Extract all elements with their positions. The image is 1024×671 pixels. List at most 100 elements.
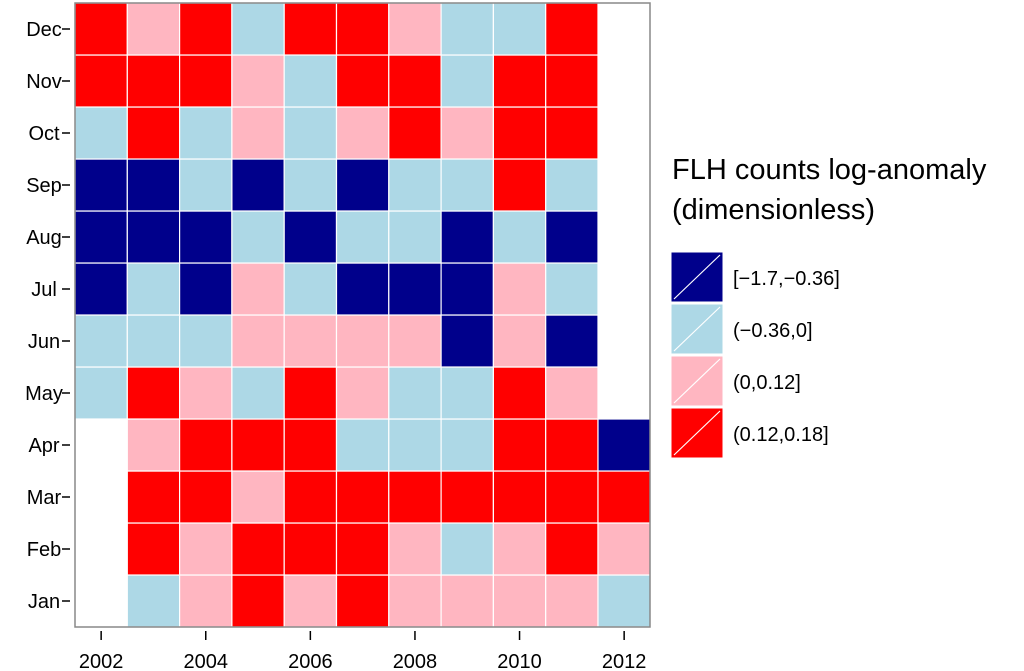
heatmap-cell-apr-2008: [388, 418, 442, 472]
heatmap-cell-apr-2010: [492, 418, 547, 472]
heatmap-cell-aug-2006: [283, 210, 338, 264]
heatmap-cell-apr-2005: [231, 418, 285, 472]
heatmap-cell-may-2009: [440, 366, 495, 420]
heatmap-cell-mar-2008: [388, 470, 442, 524]
heatmap-cell-apr-2007: [335, 418, 390, 472]
heatmap-cell-feb-2009: [440, 522, 495, 576]
x-tick-label-2008: 2008: [393, 651, 438, 671]
heatmap-cell-feb-2008: [388, 522, 442, 576]
heatmap-cell-may-2003: [126, 366, 181, 420]
heatmap-cell-feb-2012: [597, 522, 651, 576]
y-tick-label-dec: Dec: [26, 19, 62, 41]
y-tick-label-jul: Jul: [31, 279, 57, 301]
heatmap-cell-jul-2009: [440, 262, 495, 316]
legend-swatch-slash: [673, 358, 721, 404]
heatmap-cell-jan-2011: [545, 574, 599, 628]
heatmap-cell-jun-2006: [283, 314, 338, 368]
heatmap-cell-feb-2006: [283, 522, 338, 576]
heatmap-cell-jun-2007: [335, 314, 390, 368]
x-tick-label-2010: 2010: [497, 651, 542, 671]
heatmap-cell-sep-2005: [231, 158, 285, 212]
heatmap-cell-jan-2010: [492, 574, 547, 628]
heatmap-cell-apr-2003: [126, 418, 181, 472]
heatmap-cell-apr-2011: [545, 418, 599, 472]
y-tick-label-jun: Jun: [28, 331, 60, 353]
heatmap-cell-nov-2008: [388, 54, 442, 108]
heatmap-cell-jan-2006: [283, 574, 338, 628]
heatmap-cell-dec-2009: [440, 2, 495, 56]
legend-swatch-slash: [673, 410, 721, 456]
heatmap-cell-jan-2012: [597, 574, 651, 628]
heatmap-cell-nov-2011: [545, 54, 599, 108]
heatmap-cell-oct-2007: [335, 106, 390, 160]
heatmap-cell-aug-2008: [388, 210, 442, 264]
heatmap-cell-nov-2007: [335, 54, 390, 108]
heatmap-cell-feb-2004: [179, 522, 233, 576]
x-tick-label-2006: 2006: [288, 651, 333, 671]
heatmap-cell-jun-2002: [74, 314, 128, 368]
heatmap-cell-nov-2010: [492, 54, 547, 108]
heatmap-cell-jun-2005: [231, 314, 285, 368]
heatmap-cell-oct-2006: [283, 106, 338, 160]
legend-label: (0.12,0.18]: [733, 424, 829, 446]
heatmap-cell-may-2006: [283, 366, 338, 420]
heatmap-cell-sep-2007: [335, 158, 390, 212]
heatmap-cell-may-2007: [335, 366, 390, 420]
heatmap-cell-feb-2010: [492, 522, 547, 576]
heatmap-cell-aug-2009: [440, 210, 495, 264]
heatmap-cell-oct-2010: [492, 106, 547, 160]
legend-item-1: (−0.36,0]: [670, 303, 813, 355]
heatmap-cell-jan-2008: [388, 574, 442, 628]
heatmap-cell-may-2002: [74, 366, 128, 420]
heatmap-cell-aug-2003: [126, 210, 181, 264]
heatmap-cell-jan-2007: [335, 574, 390, 628]
heatmap-cell-jun-2004: [179, 314, 233, 368]
y-tick-label-sep: Sep: [26, 175, 62, 197]
heatmap-cell-jun-2010: [492, 314, 547, 368]
y-tick-label-aug: Aug: [26, 227, 62, 249]
legend-title-line-2: (dimensionless): [672, 194, 876, 226]
y-tick-label-may: May: [25, 383, 63, 405]
heatmap-cell-jun-2008: [388, 314, 442, 368]
legend-swatch-slash: [673, 254, 721, 300]
heatmap-cell-mar-2011: [545, 470, 599, 524]
heatmap-cell-jan-2003: [126, 574, 181, 628]
heatmap-cell-jun-2011: [545, 314, 599, 368]
heatmap-cell-aug-2010: [492, 210, 547, 264]
legend-swatch-slash: [673, 306, 721, 352]
heatmap-cell-mar-2012: [597, 470, 651, 524]
heatmap-cell-may-2010: [492, 366, 547, 420]
heatmap-cell-jul-2002: [74, 262, 128, 316]
heatmap-cell-oct-2008: [388, 106, 442, 160]
y-tick-label-mar: Mar: [27, 487, 62, 509]
legend-item-3: (0.12,0.18]: [670, 407, 829, 459]
x-tick-label-2012: 2012: [602, 651, 647, 671]
heatmap-cell-oct-2005: [231, 106, 285, 160]
heatmap-cell-jul-2004: [179, 262, 233, 316]
heatmap-cell-aug-2007: [335, 210, 390, 264]
heatmap-cell-sep-2010: [492, 158, 547, 212]
heatmap-cells: [74, 2, 651, 628]
heatmap-cell-sep-2008: [388, 158, 442, 212]
legend-label: (0,0.12]: [733, 372, 801, 394]
heatmap-cell-mar-2003: [126, 470, 181, 524]
legend-title: FLH counts log-anomaly (dimensionless): [672, 150, 986, 230]
heatmap-cell-dec-2011: [545, 2, 599, 56]
heatmap-cell-aug-2005: [231, 210, 285, 264]
y-tick-label-jan: Jan: [28, 591, 60, 613]
heatmap-cell-nov-2006: [283, 54, 338, 108]
heatmap-cell-mar-2006: [283, 470, 338, 524]
heatmap-cell-jan-2004: [179, 574, 233, 628]
heatmap-cell-apr-2009: [440, 418, 495, 472]
heatmap-cell-jan-2009: [440, 574, 495, 628]
heatmap-cell-jul-2005: [231, 262, 285, 316]
heatmap-cell-dec-2006: [283, 2, 338, 56]
heatmap-cell-mar-2007: [335, 470, 390, 524]
heatmap-cell-may-2011: [545, 366, 599, 420]
heatmap-cell-dec-2005: [231, 2, 285, 56]
heatmap-cell-nov-2005: [231, 54, 285, 108]
heatmap-cell-oct-2009: [440, 106, 495, 160]
heatmap-cell-aug-2002: [74, 210, 128, 264]
heatmap-cell-jul-2006: [283, 262, 338, 316]
y-tick-label-feb: Feb: [27, 539, 61, 561]
